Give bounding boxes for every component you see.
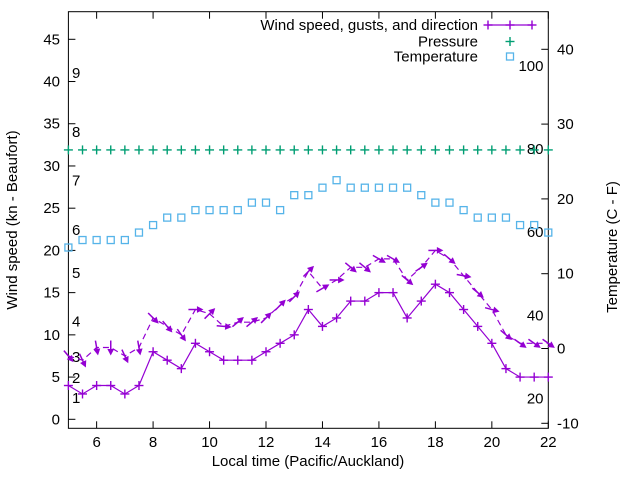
svg-text:Local time (Pacific/Auckland): Local time (Pacific/Auckland)	[212, 453, 405, 470]
svg-text:30: 30	[43, 158, 60, 175]
svg-text:20: 20	[483, 434, 500, 451]
svg-text:Wind speed, gusts, and directi: Wind speed, gusts, and direction	[260, 17, 478, 34]
svg-text:8: 8	[149, 434, 157, 451]
svg-text:7: 7	[72, 172, 80, 189]
svg-text:40: 40	[557, 41, 574, 58]
x-axis-ticks: 6 8 10 12 14 16 18 20 22	[92, 11, 557, 451]
svg-text:Temperature: Temperature	[394, 49, 478, 66]
svg-text:35: 35	[43, 116, 60, 133]
svg-text:14: 14	[314, 434, 331, 451]
svg-text:5: 5	[52, 369, 60, 386]
beaufort-scale-labels: 1 2 3 4 5 6 7 8 9	[72, 65, 80, 407]
svg-text:20: 20	[43, 242, 60, 259]
svg-text:40: 40	[527, 307, 544, 324]
svg-text:9: 9	[72, 65, 80, 82]
svg-text:10: 10	[557, 266, 574, 283]
svg-text:20: 20	[557, 191, 574, 208]
pressure-series	[63, 145, 553, 155]
svg-text:100: 100	[518, 58, 543, 75]
svg-text:10: 10	[43, 327, 60, 344]
y-right-label: Temperature (C - F)	[604, 181, 621, 313]
svg-text:Pressure: Pressure	[418, 34, 478, 51]
svg-text:6: 6	[92, 434, 100, 451]
svg-text:30: 30	[557, 116, 574, 133]
svg-text:Temperature (C - F): Temperature (C - F)	[604, 181, 621, 313]
svg-text:Wind speed (kn - Beaufort): Wind speed (kn - Beaufort)	[4, 130, 21, 309]
plot-border	[67, 11, 549, 429]
svg-text:8: 8	[72, 124, 80, 141]
svg-text:40: 40	[43, 74, 60, 91]
svg-text:3: 3	[72, 349, 80, 366]
svg-text:12: 12	[258, 434, 275, 451]
svg-text:-10: -10	[557, 415, 579, 432]
svg-text:45: 45	[43, 31, 60, 48]
svg-text:5: 5	[72, 265, 80, 282]
svg-text:4: 4	[72, 313, 80, 330]
svg-text:60: 60	[527, 224, 544, 241]
svg-text:6: 6	[72, 222, 80, 239]
legend: Wind speed, gusts, and directionPressure…	[260, 17, 537, 66]
svg-text:20: 20	[527, 390, 544, 407]
svg-text:0: 0	[52, 411, 60, 428]
wind-speed-series	[63, 279, 553, 399]
svg-text:22: 22	[540, 434, 557, 451]
y-left-label: Wind speed (kn - Beaufort)	[4, 130, 21, 309]
svg-text:18: 18	[427, 434, 444, 451]
gust-series	[63, 247, 555, 368]
x-axis-label: Local time (Pacific/Auckland)	[212, 453, 405, 470]
svg-text:0: 0	[557, 341, 565, 358]
svg-text:25: 25	[43, 200, 60, 217]
svg-text:10: 10	[201, 434, 218, 451]
svg-text:15: 15	[43, 285, 60, 302]
y-left-ticks: 0 5 10 15 20 25 30 35 40 45	[43, 31, 76, 428]
temperature-series	[64, 176, 553, 252]
y-right-ticks: -10 0 10 20 30 40	[541, 41, 579, 432]
svg-text:2: 2	[72, 370, 80, 387]
svg-text:1: 1	[72, 390, 80, 407]
svg-text:16: 16	[371, 434, 388, 451]
